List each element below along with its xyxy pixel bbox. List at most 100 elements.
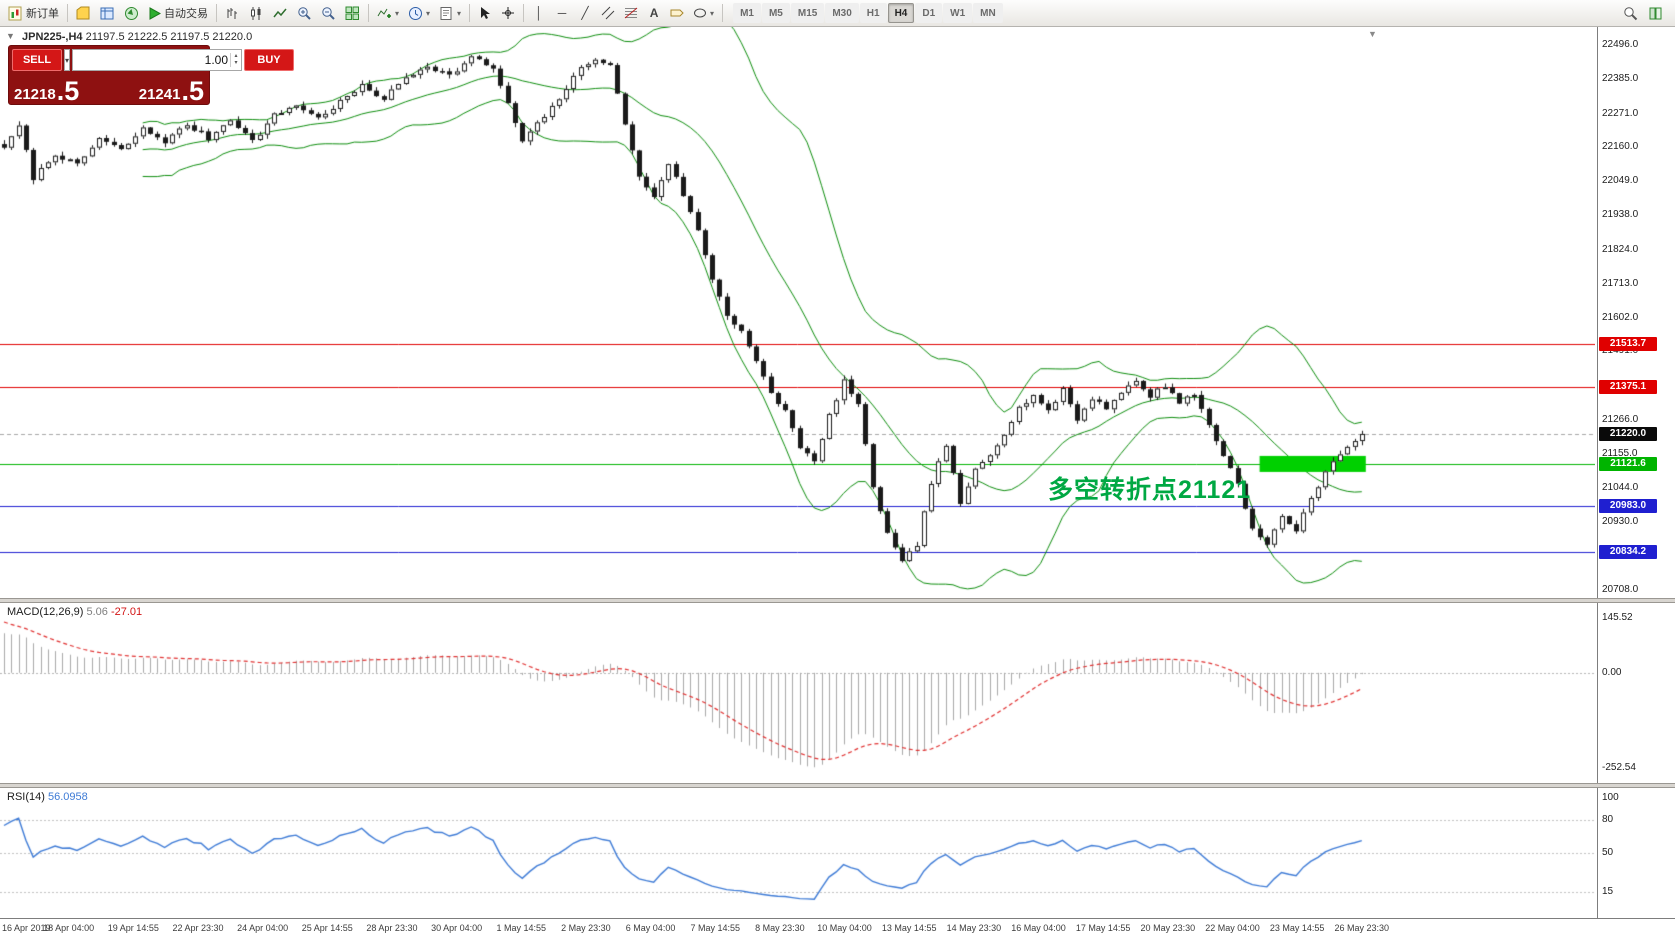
sell-button[interactable]: SELL xyxy=(12,49,62,71)
fibonacci-button[interactable] xyxy=(620,2,642,24)
chart-shift-marker-icon[interactable]: ▼ xyxy=(1368,29,1377,39)
one-click-trading-panel: SELL ▾ ▴ ▾ BUY 21218.5 21241.5 xyxy=(8,45,295,105)
macd-axis-label: 145.52 xyxy=(1602,612,1633,623)
price-chart-canvas[interactable] xyxy=(0,27,1595,598)
help-button[interactable] xyxy=(1644,2,1667,24)
autotrading-label: 自动交易 xyxy=(164,8,208,20)
trendline-button[interactable]: ╱ xyxy=(574,2,596,24)
time-axis-label: 1 May 14:55 xyxy=(496,923,547,933)
chevron-down-icon: ▾ xyxy=(395,8,400,18)
text-label-button[interactable] xyxy=(666,2,688,24)
autotrading-button[interactable]: 自动交易 xyxy=(144,2,212,24)
price-axis[interactable]: 22496.0 22385.0 22271.0 22160.0 22049.0 21938… xyxy=(1597,27,1675,918)
candlestick-icon xyxy=(251,6,261,20)
line-chart-button[interactable] xyxy=(269,2,292,24)
cursor-button[interactable] xyxy=(474,2,496,24)
macd-canvas[interactable] xyxy=(0,603,1595,783)
charts-button[interactable] xyxy=(72,2,95,24)
price-axis-label: 20930.0 xyxy=(1602,516,1639,528)
toolbar-separator xyxy=(523,4,525,22)
tile-windows-button[interactable] xyxy=(341,2,364,24)
timeframe-button-m5[interactable]: M5 xyxy=(761,3,790,23)
one-click-collapse-icon[interactable]: ▼ xyxy=(6,31,15,41)
channel-button[interactable] xyxy=(597,2,619,24)
periods-button[interactable]: ▾ xyxy=(404,2,434,24)
horizontal-line-button[interactable]: ─ xyxy=(551,2,573,24)
chevron-down-icon: ▾ xyxy=(457,8,462,18)
zoom-out-icon xyxy=(322,6,335,20)
market-watch-icon xyxy=(100,7,114,19)
timeframe-button-h4[interactable]: H4 xyxy=(887,3,915,23)
crosshair-icon xyxy=(502,7,515,19)
time-axis-label: 23 May 14:55 xyxy=(1269,923,1325,933)
price-level-badge: 20983.0 xyxy=(1599,499,1657,514)
help-book-icon xyxy=(1649,7,1662,19)
time-axis-label: 16 Apr 2019 xyxy=(2,923,51,933)
shapes-button[interactable]: ▾ xyxy=(689,2,718,24)
candlestick-button[interactable] xyxy=(245,2,268,24)
price-level-badge: 20834.2 xyxy=(1599,544,1657,559)
time-axis-label: 22 May 04:00 xyxy=(1205,923,1260,933)
tile-windows-icon xyxy=(345,6,359,20)
ohlc-values: 21197.5 21222.5 21197.5 21220.0 xyxy=(85,31,253,43)
time-axis-label: 17 May 14:55 xyxy=(1075,923,1131,933)
zoom-out-button[interactable] xyxy=(317,2,340,24)
timeframe-button-mn[interactable]: MN xyxy=(973,3,1003,23)
sell-price-main: 21218 xyxy=(14,86,56,103)
rsi-axis-label: 100 xyxy=(1602,792,1619,803)
crosshair-button[interactable] xyxy=(497,2,519,24)
vertical-line-button[interactable]: │ xyxy=(528,2,550,24)
volume-up-icon[interactable]: ▴ xyxy=(234,53,238,59)
time-axis-label: 7 May 14:55 xyxy=(690,923,740,933)
search-button[interactable] xyxy=(1619,2,1642,24)
price-axis-label: 22271.0 xyxy=(1602,107,1639,119)
zoom-in-button[interactable] xyxy=(293,2,316,24)
price-axis-label: 22385.0 xyxy=(1602,72,1639,84)
toolbar-separator xyxy=(469,4,471,22)
bar-chart-button[interactable] xyxy=(221,2,244,24)
price-axis-label: 21602.0 xyxy=(1602,311,1639,323)
volume-preset-dropdown[interactable]: ▾ xyxy=(64,49,71,71)
new-order-button[interactable]: 新订单 xyxy=(4,2,63,24)
indicators-button[interactable]: ▾ xyxy=(373,2,403,24)
time-axis-label: 26 May 23:30 xyxy=(1334,923,1390,933)
time-axis-label: 25 Apr 14:55 xyxy=(301,923,353,933)
time-axis-label: 22 Apr 23:30 xyxy=(172,923,224,933)
chart-annotation-text: 多空转折点21121 xyxy=(1048,476,1252,504)
price-axis-label: 22496.0 xyxy=(1602,39,1639,50)
toolbar-separator xyxy=(67,4,68,22)
rsi-value: 56.0958 xyxy=(47,791,88,803)
navigator-button[interactable] xyxy=(120,2,143,24)
timeframe-button-m15[interactable]: M15 xyxy=(790,3,825,23)
panel-separator[interactable] xyxy=(0,783,1675,788)
macd-header: MACD(12,26,9) 5.06 -27.01 xyxy=(7,606,142,618)
time-axis-label: 13 May 14:55 xyxy=(881,923,937,933)
timeframe-button-d1[interactable]: D1 xyxy=(915,3,943,23)
timeframe-button-w1[interactable]: W1 xyxy=(943,3,973,23)
symbol-label: JPN225-,H4 xyxy=(22,31,83,43)
timeframe-button-h1[interactable]: H1 xyxy=(859,3,887,23)
time-axis[interactable]: 16 Apr 2019 18 Apr 04:00 19 Apr 14:55 22 Ap… xyxy=(0,918,1675,938)
timeframe-button-m1[interactable]: M1 xyxy=(733,3,761,23)
search-icon xyxy=(1624,6,1638,20)
text-tool-icon: A xyxy=(649,6,659,20)
fibonacci-icon xyxy=(624,7,638,19)
time-axis-label: 8 May 23:30 xyxy=(755,923,805,933)
rsi-canvas[interactable] xyxy=(0,788,1595,918)
rsi-header: RSI(14) 56.0958 xyxy=(7,791,88,803)
rsi-axis-label: 80 xyxy=(1602,814,1614,825)
price-axis-label: 21155.0 xyxy=(1602,447,1638,459)
text-tool-button[interactable]: A xyxy=(643,2,665,24)
navigator-icon xyxy=(125,6,138,20)
buy-button[interactable]: BUY xyxy=(244,49,295,71)
templates-button[interactable]: ▾ xyxy=(435,2,465,24)
volume-input[interactable] xyxy=(73,53,231,67)
price-axis-label: 21266.0 xyxy=(1602,413,1639,425)
chevron-down-icon: ▾ xyxy=(710,8,715,18)
panel-separator[interactable] xyxy=(0,598,1675,603)
volume-down-icon[interactable]: ▾ xyxy=(234,60,238,66)
timeframe-button-m30[interactable]: M30 xyxy=(825,3,859,23)
toolbar-separator xyxy=(368,4,369,22)
market-watch-button[interactable] xyxy=(96,2,119,24)
